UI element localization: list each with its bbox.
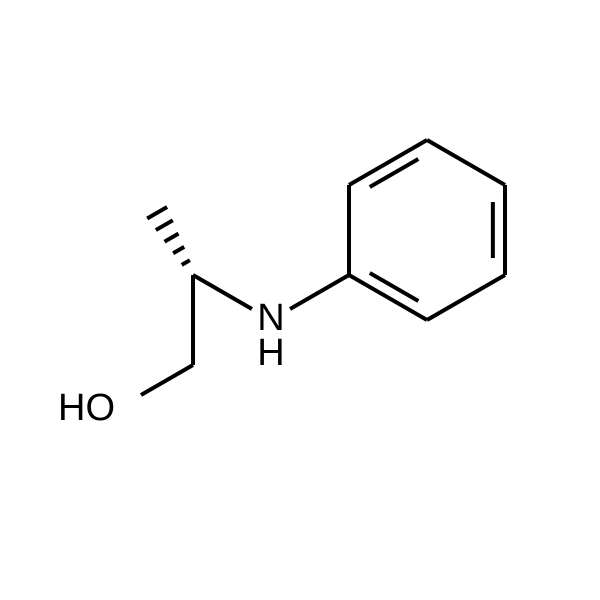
atom-label-nh: H — [257, 332, 284, 374]
atom-label-oh: HO — [58, 387, 115, 429]
molecule-diagram: HONH — [0, 0, 600, 600]
